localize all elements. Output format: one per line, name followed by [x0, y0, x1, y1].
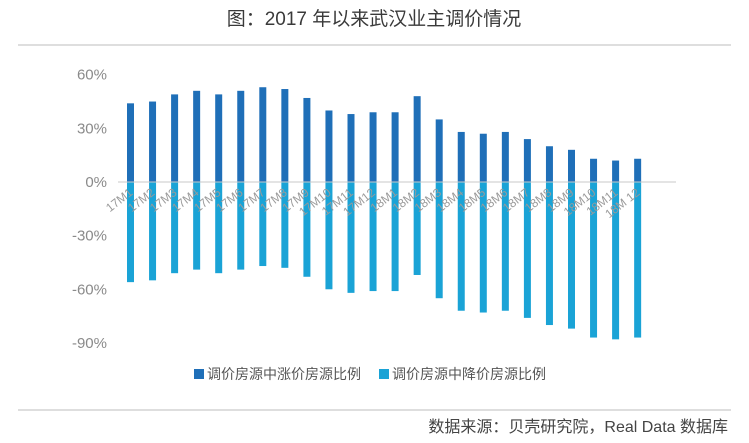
bar-series-1	[281, 89, 289, 182]
legend-swatch-series-1	[194, 369, 204, 379]
bar-series-1	[325, 110, 333, 182]
bar-series-1	[347, 114, 355, 182]
bar-series-1	[215, 94, 223, 182]
legend-swatch-series-2	[379, 369, 389, 379]
bar-series-2	[391, 182, 399, 292]
bar-series-1	[590, 158, 598, 182]
bar-series-2	[303, 182, 311, 277]
bar-series-1	[545, 146, 553, 182]
bar-series-1	[435, 119, 443, 182]
legend-label-series-2: 调价房源中降价房源比例	[392, 366, 546, 382]
bar-series-2	[501, 182, 509, 311]
bar-series-1	[303, 97, 311, 182]
y-tick-label: -30%	[72, 228, 107, 245]
bar-series-1	[369, 112, 377, 182]
bar-series-2	[325, 182, 333, 290]
bar-series-2	[413, 182, 421, 275]
bar-series-2	[281, 182, 289, 268]
bar-series-2	[590, 182, 598, 338]
bar-series-2	[435, 182, 443, 299]
series-1-bars	[127, 87, 642, 182]
bar-series-2	[215, 182, 223, 274]
y-tick-label: 30%	[77, 120, 107, 137]
y-tick-label: 0%	[85, 174, 107, 191]
bar-series-2	[259, 182, 267, 267]
bar-series-2	[237, 182, 245, 270]
legend: 调价房源中涨价房源比例 调价房源中降价房源比例	[194, 366, 546, 382]
bar-series-1	[193, 90, 201, 182]
bar-series-1	[634, 158, 642, 182]
bar-series-1	[127, 103, 134, 182]
bar-series-2	[612, 182, 620, 340]
bar-series-1	[391, 112, 399, 182]
bar-series-2	[634, 182, 642, 338]
bar-series-2	[149, 182, 157, 281]
y-tick-label: -90%	[72, 335, 107, 352]
bar-series-1	[171, 94, 179, 182]
bar-series-1	[501, 131, 509, 182]
bar-series-1	[568, 149, 575, 182]
bar-series-2	[347, 182, 355, 293]
bar-series-2	[545, 182, 553, 326]
bar-series-2	[369, 182, 377, 292]
bar-series-1	[457, 131, 465, 182]
bar-series-2	[568, 182, 575, 329]
chart-title: 图：2017 年以来武汉业主调价情况	[227, 8, 522, 30]
bar-series-2	[171, 182, 179, 274]
bar-series-2	[127, 182, 134, 283]
bar-series-1	[149, 101, 157, 182]
bar-series-1	[237, 90, 245, 182]
bar-series-2	[479, 182, 487, 313]
y-tick-label: -60%	[72, 281, 107, 298]
legend-label-series-1: 调价房源中涨价房源比例	[207, 366, 361, 382]
bar-series-2	[193, 182, 201, 270]
bar-series-2	[523, 182, 531, 318]
bar-series-1	[523, 139, 531, 182]
bar-series-2	[457, 182, 465, 311]
bar-series-1	[612, 160, 620, 182]
bar-series-1	[259, 87, 267, 182]
series-2-bars	[127, 182, 642, 340]
y-tick-label: 60%	[77, 67, 107, 84]
bar-series-1	[413, 96, 421, 182]
bar-series-1	[479, 133, 487, 182]
y-axis-ticks: 60% 30% 0% -30% -60% -90%	[72, 67, 107, 352]
source-note: 数据来源：贝壳研究院，Real Data 数据库	[428, 418, 728, 436]
